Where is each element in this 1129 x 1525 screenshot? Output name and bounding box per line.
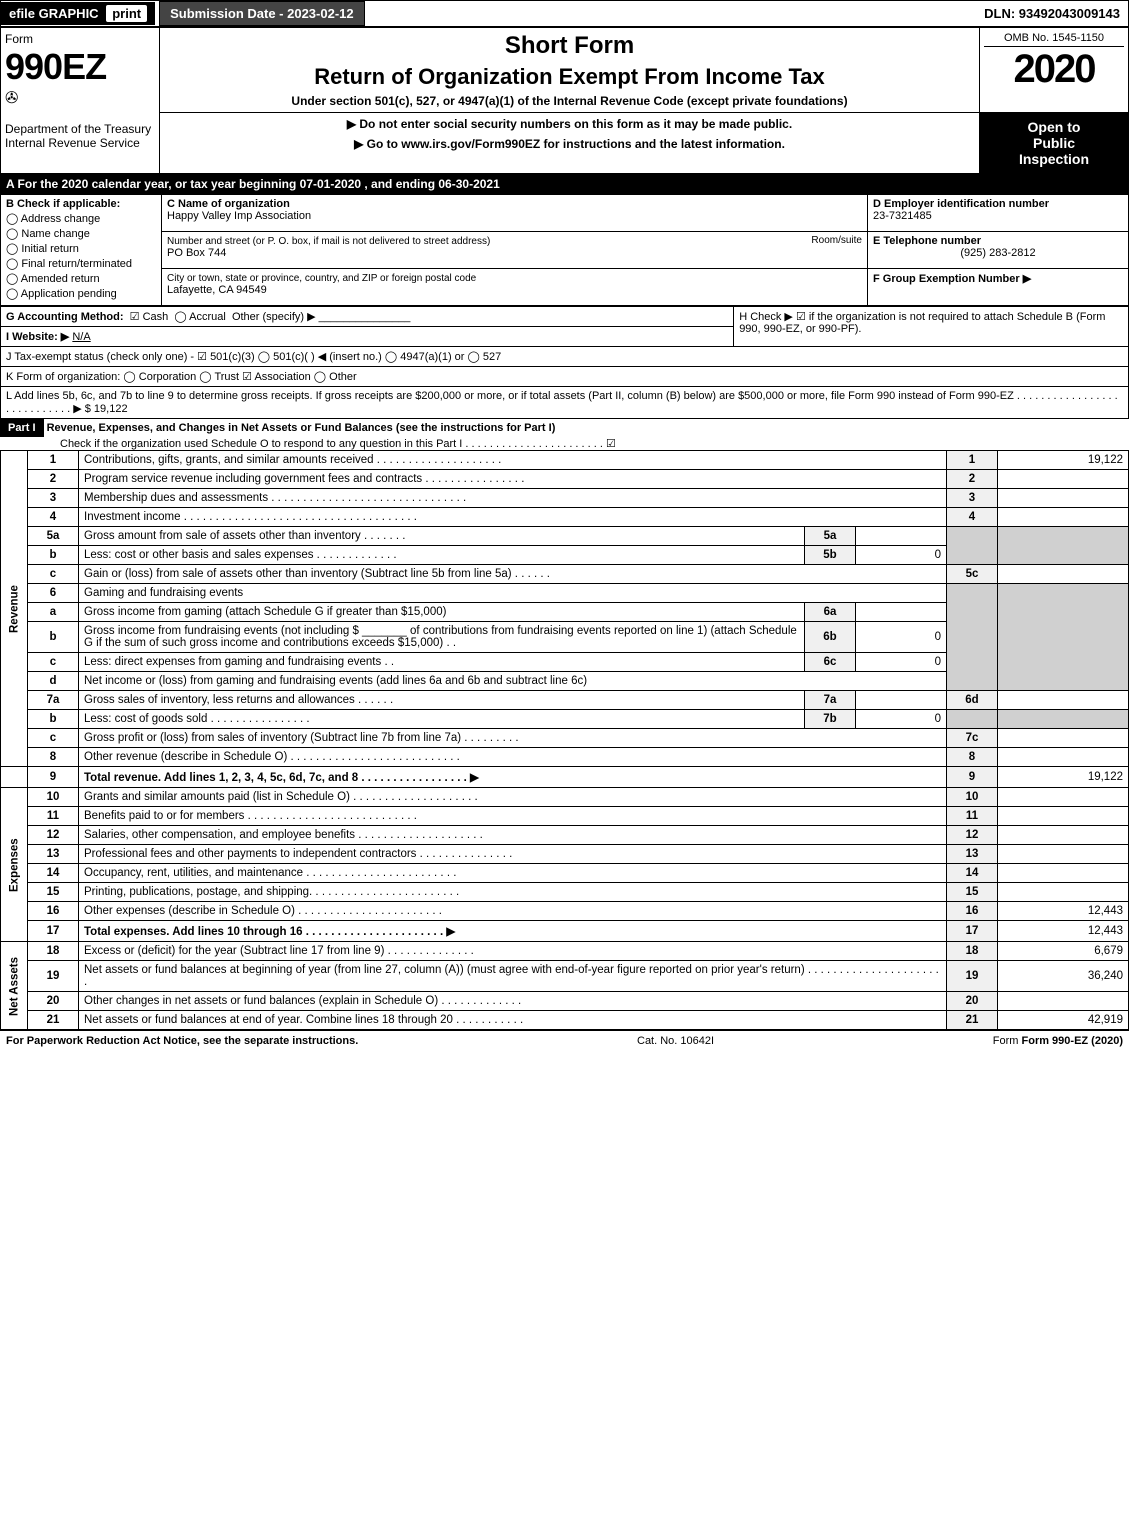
instructions-cell: ▶ Do not enter social security numbers o… — [160, 113, 980, 174]
open-to-public: Open to Public Inspection — [980, 113, 1128, 173]
box-b-title: B Check if applicable: — [6, 198, 120, 210]
box-j: J Tax-exempt status (check only one) - ☑… — [1, 347, 1129, 367]
irs: Internal Revenue Service — [5, 136, 155, 150]
part1-lines: Revenue 1 Contributions, gifts, grants, … — [0, 450, 1129, 1030]
form-reference: Form Form 990-EZ (2020) — [993, 1035, 1123, 1047]
form-number: 990EZ — [5, 46, 155, 88]
submission-date: Submission Date - 2023-02-12 — [159, 1, 365, 26]
line19-amount: 36,240 — [998, 961, 1129, 992]
dln: DLN: 93492043009143 — [976, 2, 1128, 25]
org-street: PO Box 744 — [167, 247, 226, 259]
omb-number: OMB No. 1545-1150 — [984, 32, 1124, 47]
box-b: B Check if applicable: ◯ Address change … — [1, 195, 162, 306]
box-c-name: C Name of organization Happy Valley Imp … — [162, 195, 868, 232]
form-label: Form — [5, 32, 155, 46]
tax-period: A For the 2020 calendar year, or tax yea… — [0, 174, 1129, 194]
line1-amount: 19,122 — [998, 451, 1129, 470]
form-left-cell: Form 990EZ ✇ Department of the Treasury … — [1, 28, 160, 174]
line9-amount: 19,122 — [998, 767, 1129, 788]
form-header: Form 990EZ ✇ Department of the Treasury … — [0, 27, 1129, 174]
footer: For Paperwork Reduction Act Notice, see … — [0, 1030, 1129, 1051]
box-g: G Accounting Method: ☑ Cash ◯ Accrual Ot… — [1, 307, 734, 327]
box-d: D Employer identification number 23-7321… — [868, 195, 1129, 232]
line18-amount: 6,679 — [998, 942, 1129, 961]
title-cell: Short Form Return of Organization Exempt… — [160, 28, 980, 113]
box-c-city: City or town, state or province, country… — [162, 269, 868, 306]
org-info-table: B Check if applicable: ◯ Address change … — [0, 194, 1129, 306]
org-name: Happy Valley Imp Association — [167, 210, 311, 222]
ghijkl-table: G Accounting Method: ☑ Cash ◯ Accrual Ot… — [0, 306, 1129, 419]
box-f: F Group Exemption Number ▶ — [868, 269, 1129, 306]
line17-amount: 12,443 — [998, 921, 1129, 942]
website: N/A — [72, 331, 90, 343]
subtitle: Under section 501(c), 527, or 4947(a)(1)… — [164, 94, 975, 108]
box-i: I Website: ▶ N/A — [1, 327, 734, 347]
line21-amount: 42,919 — [998, 1011, 1129, 1030]
ssn-warning: ▶ Do not enter social security numbers o… — [164, 117, 975, 131]
paperwork-notice: For Paperwork Reduction Act Notice, see … — [6, 1035, 358, 1047]
omb-cell: OMB No. 1545-1150 2020 — [980, 28, 1129, 113]
box-c-street: Number and street (or P. O. box, if mail… — [162, 232, 868, 269]
cb-final-return[interactable]: ◯ Final return/terminated — [6, 257, 156, 270]
main-title: Return of Organization Exempt From Incom… — [164, 64, 975, 90]
part1-title: Revenue, Expenses, and Changes in Net As… — [47, 422, 556, 434]
top-bar: efile GRAPHIC print Submission Date - 20… — [0, 0, 1129, 27]
dept-treasury: Department of the Treasury — [5, 122, 155, 136]
expenses-label: Expenses — [1, 788, 28, 942]
org-city: Lafayette, CA 94549 — [167, 284, 267, 296]
tax-year: 2020 — [984, 47, 1124, 92]
box-l: L Add lines 5b, 6c, and 7b to line 9 to … — [1, 387, 1129, 419]
telephone: (925) 283-2812 — [873, 247, 1123, 259]
efile-label: efile GRAPHIC — [9, 6, 99, 21]
line16-amount: 12,443 — [998, 902, 1129, 921]
cb-amended[interactable]: ◯ Amended return — [6, 272, 156, 285]
goto-link[interactable]: ▶ Go to www.irs.gov/Form990EZ for instru… — [164, 137, 975, 151]
open-public-cell: Open to Public Inspection — [980, 113, 1129, 174]
box-k: K Form of organization: ◯ Corporation ◯ … — [1, 367, 1129, 387]
cb-name-change[interactable]: ◯ Name change — [6, 227, 156, 240]
part1-header: Part I Revenue, Expenses, and Changes in… — [0, 419, 1129, 450]
print-button[interactable]: print — [106, 5, 147, 22]
cb-address-change[interactable]: ◯ Address change — [6, 212, 156, 225]
ein: 23-7321485 — [873, 210, 932, 222]
part1-check: Check if the organization used Schedule … — [0, 438, 616, 450]
catalog-number: Cat. No. 10642I — [637, 1035, 714, 1047]
cb-initial-return[interactable]: ◯ Initial return — [6, 242, 156, 255]
box-e: E Telephone number (925) 283-2812 — [868, 232, 1129, 269]
efile-graphic: efile GRAPHIC print — [1, 2, 155, 25]
part1-label: Part I — [0, 419, 44, 437]
revenue-label: Revenue — [1, 451, 28, 767]
cb-pending[interactable]: ◯ Application pending — [6, 287, 156, 300]
short-form-title: Short Form — [164, 32, 975, 60]
box-h: H Check ▶ ☑ if the organization is not r… — [734, 307, 1129, 347]
netassets-label: Net Assets — [1, 942, 28, 1030]
